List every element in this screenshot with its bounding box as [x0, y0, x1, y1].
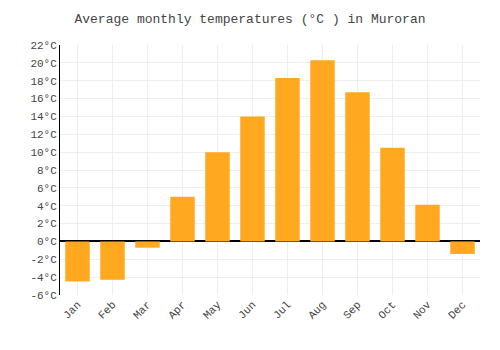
svg-text:Apr: Apr: [166, 299, 188, 321]
svg-text:8°C: 8°C: [37, 165, 57, 177]
svg-text:10°C: 10°C: [30, 147, 57, 159]
svg-text:14°C: 14°C: [30, 111, 57, 123]
svg-text:22°C: 22°C: [30, 40, 57, 52]
svg-text:Jun: Jun: [236, 299, 258, 321]
svg-text:16°C: 16°C: [30, 93, 57, 105]
svg-text:Jan: Jan: [61, 299, 83, 321]
svg-text:Dec: Dec: [446, 299, 468, 321]
svg-text:20°C: 20°C: [30, 58, 57, 70]
svg-text:May: May: [201, 299, 224, 322]
svg-text:Nov: Nov: [411, 299, 434, 322]
svg-text:-2°C: -2°C: [30, 254, 57, 266]
svg-text:Feb: Feb: [96, 299, 118, 321]
svg-text:Aug: Aug: [306, 299, 328, 321]
svg-text:-6°C: -6°C: [30, 290, 57, 302]
svg-text:Average monthly temperatures (: Average monthly temperatures (°C ) in Mu…: [74, 12, 425, 27]
svg-text:Jul: Jul: [271, 299, 293, 321]
svg-text:Mar: Mar: [131, 299, 153, 321]
svg-text:2°C: 2°C: [37, 218, 57, 230]
svg-text:0°C: 0°C: [37, 236, 57, 248]
svg-text:12°C: 12°C: [30, 129, 57, 141]
svg-text:-4°C: -4°C: [30, 272, 57, 284]
svg-text:18°C: 18°C: [30, 76, 57, 88]
svg-text:Sep: Sep: [341, 299, 363, 321]
svg-text:Oct: Oct: [376, 299, 398, 321]
svg-text:4°C: 4°C: [37, 201, 57, 213]
svg-text:6°C: 6°C: [37, 183, 57, 195]
